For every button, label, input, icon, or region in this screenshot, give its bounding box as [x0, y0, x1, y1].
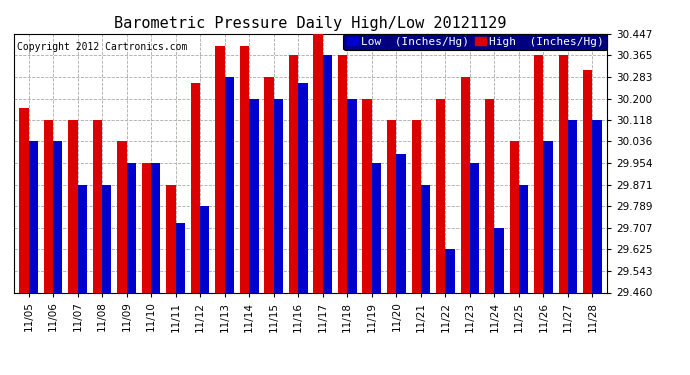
Title: Barometric Pressure Daily High/Low 20121129: Barometric Pressure Daily High/Low 20121…: [115, 16, 506, 31]
Bar: [519, 185, 529, 292]
Bar: [215, 46, 225, 292]
Bar: [240, 46, 249, 292]
Bar: [583, 70, 593, 292]
Bar: [470, 163, 479, 292]
Bar: [323, 55, 332, 292]
Bar: [249, 99, 259, 292]
Bar: [166, 185, 176, 292]
Bar: [142, 163, 151, 292]
Bar: [191, 83, 200, 292]
Text: Copyright 2012 Cartronics.com: Copyright 2012 Cartronics.com: [17, 42, 187, 51]
Bar: [102, 185, 111, 292]
Bar: [544, 141, 553, 292]
Bar: [559, 55, 568, 292]
Bar: [19, 108, 28, 292]
Bar: [313, 34, 323, 292]
Bar: [77, 185, 87, 292]
Bar: [510, 141, 519, 292]
Bar: [298, 83, 308, 292]
Legend: Low  (Inches/Hg), High  (Inches/Hg): Low (Inches/Hg), High (Inches/Hg): [344, 34, 607, 50]
Bar: [264, 77, 274, 292]
Bar: [568, 120, 578, 292]
Bar: [68, 120, 77, 292]
Bar: [411, 120, 421, 292]
Bar: [460, 77, 470, 292]
Bar: [396, 153, 406, 292]
Bar: [126, 163, 136, 292]
Bar: [338, 55, 347, 292]
Bar: [485, 99, 495, 292]
Bar: [117, 141, 126, 292]
Bar: [436, 99, 445, 292]
Bar: [289, 55, 298, 292]
Bar: [387, 120, 396, 292]
Bar: [445, 249, 455, 292]
Bar: [92, 120, 102, 292]
Bar: [176, 223, 185, 292]
Bar: [372, 163, 381, 292]
Bar: [534, 55, 544, 292]
Bar: [53, 141, 62, 292]
Bar: [28, 141, 38, 292]
Bar: [200, 206, 210, 292]
Bar: [347, 99, 357, 292]
Bar: [421, 185, 430, 292]
Bar: [593, 120, 602, 292]
Bar: [43, 120, 53, 292]
Bar: [225, 77, 234, 292]
Bar: [274, 99, 283, 292]
Bar: [362, 99, 372, 292]
Bar: [495, 228, 504, 292]
Bar: [151, 163, 161, 292]
